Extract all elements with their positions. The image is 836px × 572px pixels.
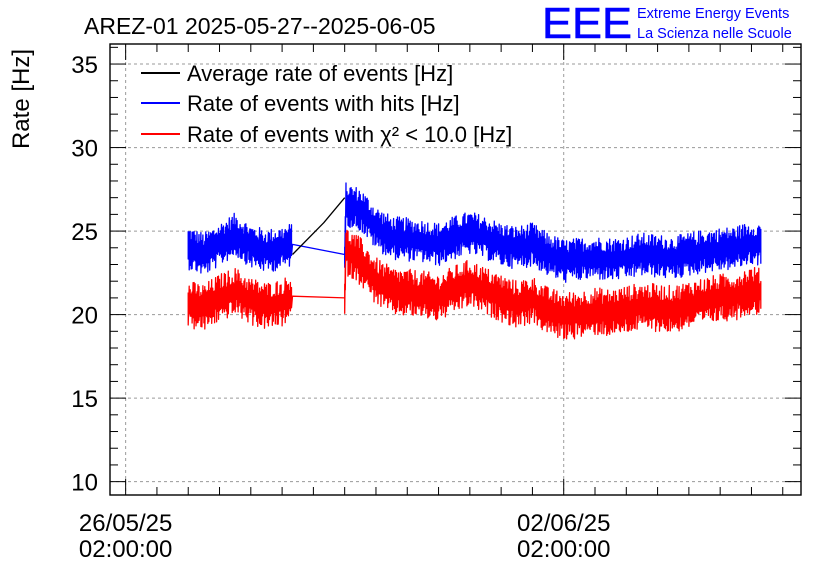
eee-logo: EEE Extreme Energy Events La Scienza nel…	[542, 0, 792, 48]
y-tick-label: 35	[71, 52, 98, 79]
x-tick-label-date: 26/05/25	[79, 510, 172, 537]
y-tick-label: 15	[71, 386, 98, 413]
logo-eee-text: EEE	[542, 0, 632, 48]
legend: Average rate of events [Hz] Rate of event…	[141, 61, 512, 147]
x-tick-label-date: 02/06/25	[517, 510, 610, 537]
plot-frame	[109, 43, 802, 496]
series-line-1	[187, 182, 762, 283]
series-line-2	[187, 229, 762, 340]
y-tick-label: 30	[71, 136, 98, 163]
x-tick-label-time: 02:00:00	[79, 536, 172, 563]
y-tick-label: 20	[71, 303, 98, 330]
logo-line1: Extreme Energy Events	[637, 6, 789, 22]
plot-series	[187, 182, 762, 340]
axes: 10152025303526/05/2502:00:0002/06/2502:0…	[71, 43, 802, 563]
legend-label-1: Rate of events with hits [Hz]	[187, 91, 460, 116]
series-line-0	[292, 197, 346, 255]
legend-label-2: Rate of events with χ² < 10.0 [Hz]	[187, 122, 512, 147]
x-tick-label-time: 02:00:00	[517, 536, 610, 563]
legend-label-0: Average rate of events [Hz]	[187, 61, 453, 86]
y-axis-label: Rate [Hz]	[8, 49, 35, 149]
y-tick-label: 25	[71, 219, 98, 246]
chart-title: AREZ-01 2025-05-27--2025-06-05	[84, 13, 436, 39]
logo-line2: La Scienza nelle Scuole	[637, 26, 792, 42]
y-tick-label: 10	[71, 470, 98, 497]
